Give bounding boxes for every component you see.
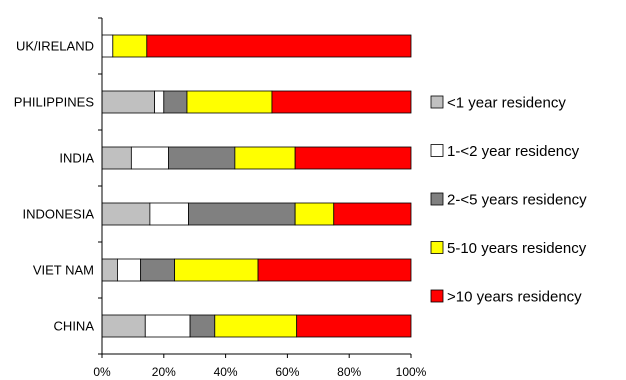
- bar-segment: [130, 146, 169, 170]
- bar-segment: [101, 314, 146, 338]
- category-label: PHILIPPINES: [14, 95, 95, 110]
- legend-swatch: [430, 192, 444, 206]
- x-tick-label: 100%: [396, 365, 427, 379]
- legend-swatch: [430, 241, 444, 254]
- bar-segment: [333, 202, 412, 226]
- legend-swatch: [430, 144, 444, 157]
- bar-segment: [101, 90, 155, 114]
- bar-segment: [101, 146, 132, 170]
- legend-label: 1-<2 year residency: [447, 143, 580, 160]
- bar-segment: [144, 314, 191, 338]
- bar-segment: [146, 34, 412, 58]
- bar-segment: [271, 90, 412, 114]
- bar-segment: [154, 90, 165, 114]
- axes-layer: UK/IRELAND PHILIPPINES INDIA INDONESIA VIET …: [14, 17, 427, 379]
- bar-segment: [189, 314, 216, 338]
- bar-segment: [234, 146, 296, 170]
- x-tick-label: 80%: [337, 365, 361, 379]
- bar-segment: [149, 202, 189, 226]
- bar-segment: [168, 146, 236, 170]
- x-tick-label: 40%: [214, 365, 238, 379]
- bar-segment: [112, 34, 148, 58]
- bar-segment: [186, 90, 273, 114]
- bar-segment: [101, 258, 118, 282]
- bar-segment: [188, 202, 296, 226]
- bar-segment: [101, 34, 114, 58]
- legend-swatch: [430, 95, 444, 109]
- bar-segment: [296, 314, 412, 338]
- bar-segment: [163, 90, 188, 114]
- legend-label: 2-<5 years residency: [447, 192, 587, 209]
- bar-segment: [174, 258, 259, 282]
- category-label: CHINA: [54, 319, 95, 334]
- category-label: INDIA: [59, 151, 94, 166]
- bar-segment: [117, 258, 142, 282]
- x-tick-label: 0%: [93, 365, 111, 379]
- bar-segment: [257, 258, 412, 282]
- bar-segment: [140, 258, 176, 282]
- x-tick-label: 60%: [275, 365, 299, 379]
- category-label: UK/IRELAND: [16, 39, 94, 54]
- bar-segment: [214, 314, 298, 338]
- category-label: INDONESIA: [22, 207, 94, 222]
- x-tick-label: 20%: [152, 365, 176, 379]
- legend-label: <1 year residency: [447, 95, 566, 112]
- bar-segment: [101, 202, 151, 226]
- category-label: VIET NAM: [33, 263, 94, 278]
- legend: <1 year residency 1-<2 year residency 2-<5…: [430, 95, 587, 306]
- legend-swatch: [430, 289, 444, 303]
- legend-label: 5-10 years residency: [447, 240, 587, 257]
- bar-segment: [294, 146, 412, 170]
- legend-label: >10 years residency: [447, 289, 582, 306]
- bars-layer: [101, 34, 412, 338]
- bar-segment: [294, 202, 335, 226]
